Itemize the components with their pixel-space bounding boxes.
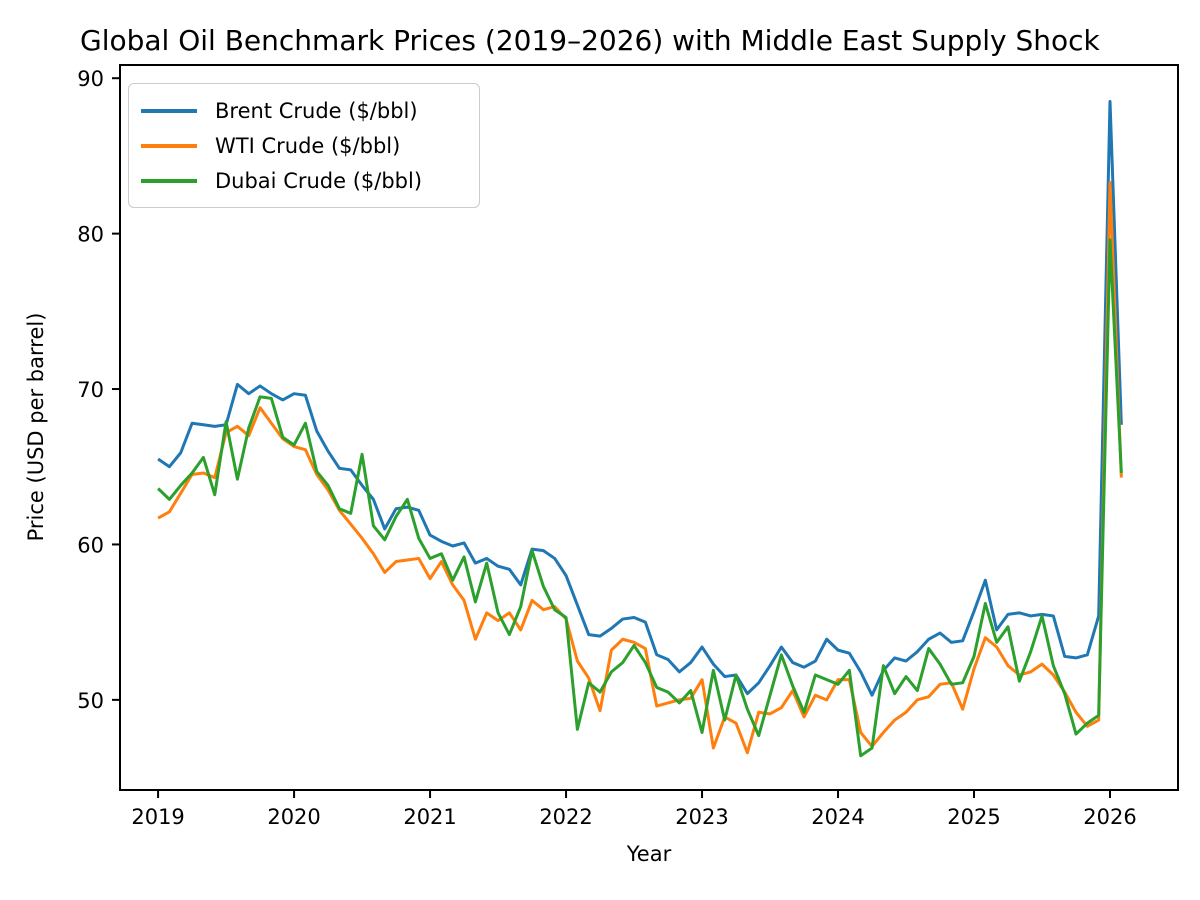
x-tick-label-2021: 2021 [403, 805, 456, 829]
x-tick-label-2025: 2025 [947, 805, 1000, 829]
legend: Brent Crude ($/bbl) WTI Crude ($/bbl) Du… [128, 83, 480, 208]
x-axis-label: Year [626, 842, 672, 866]
legend-item-brent: Brent Crude ($/bbl) [129, 93, 479, 128]
x-tick-label-2022: 2022 [539, 805, 592, 829]
y-tick-label-90: 90 [77, 67, 104, 91]
chart-title: Global Oil Benchmark Prices (2019–2026) … [80, 24, 1100, 57]
legend-item-dubai: Dubai Crude ($/bbl) [129, 163, 479, 198]
legend-label-dubai: Dubai Crude ($/bbl) [215, 168, 423, 193]
x-tick-label-2020: 2020 [267, 805, 320, 829]
x-tick-label-2023: 2023 [675, 805, 728, 829]
plot-frame [119, 64, 1179, 791]
legend-item-wti: WTI Crude ($/bbl) [129, 128, 479, 163]
y-tick-label-50: 50 [77, 689, 104, 713]
legend-label-brent: Brent Crude ($/bbl) [215, 98, 418, 123]
y-tick-label-70: 70 [77, 378, 104, 402]
y-tick-label-80: 80 [77, 223, 104, 247]
wti-line-swatch [141, 143, 197, 148]
wti-crude-bbl-line [157, 180, 1123, 755]
x-tick-label-2026: 2026 [1083, 805, 1136, 829]
y-tick-label-60: 60 [77, 533, 104, 557]
dubai-crude-bbl-line [157, 238, 1123, 758]
legend-label-wti: WTI Crude ($/bbl) [215, 133, 401, 158]
x-tick-label-2024: 2024 [811, 805, 864, 829]
dubai-line-swatch [141, 178, 197, 183]
x-tick-label-2019: 2019 [131, 805, 184, 829]
brent-line-swatch [141, 108, 197, 113]
brent-crude-bbl-line [157, 100, 1123, 697]
